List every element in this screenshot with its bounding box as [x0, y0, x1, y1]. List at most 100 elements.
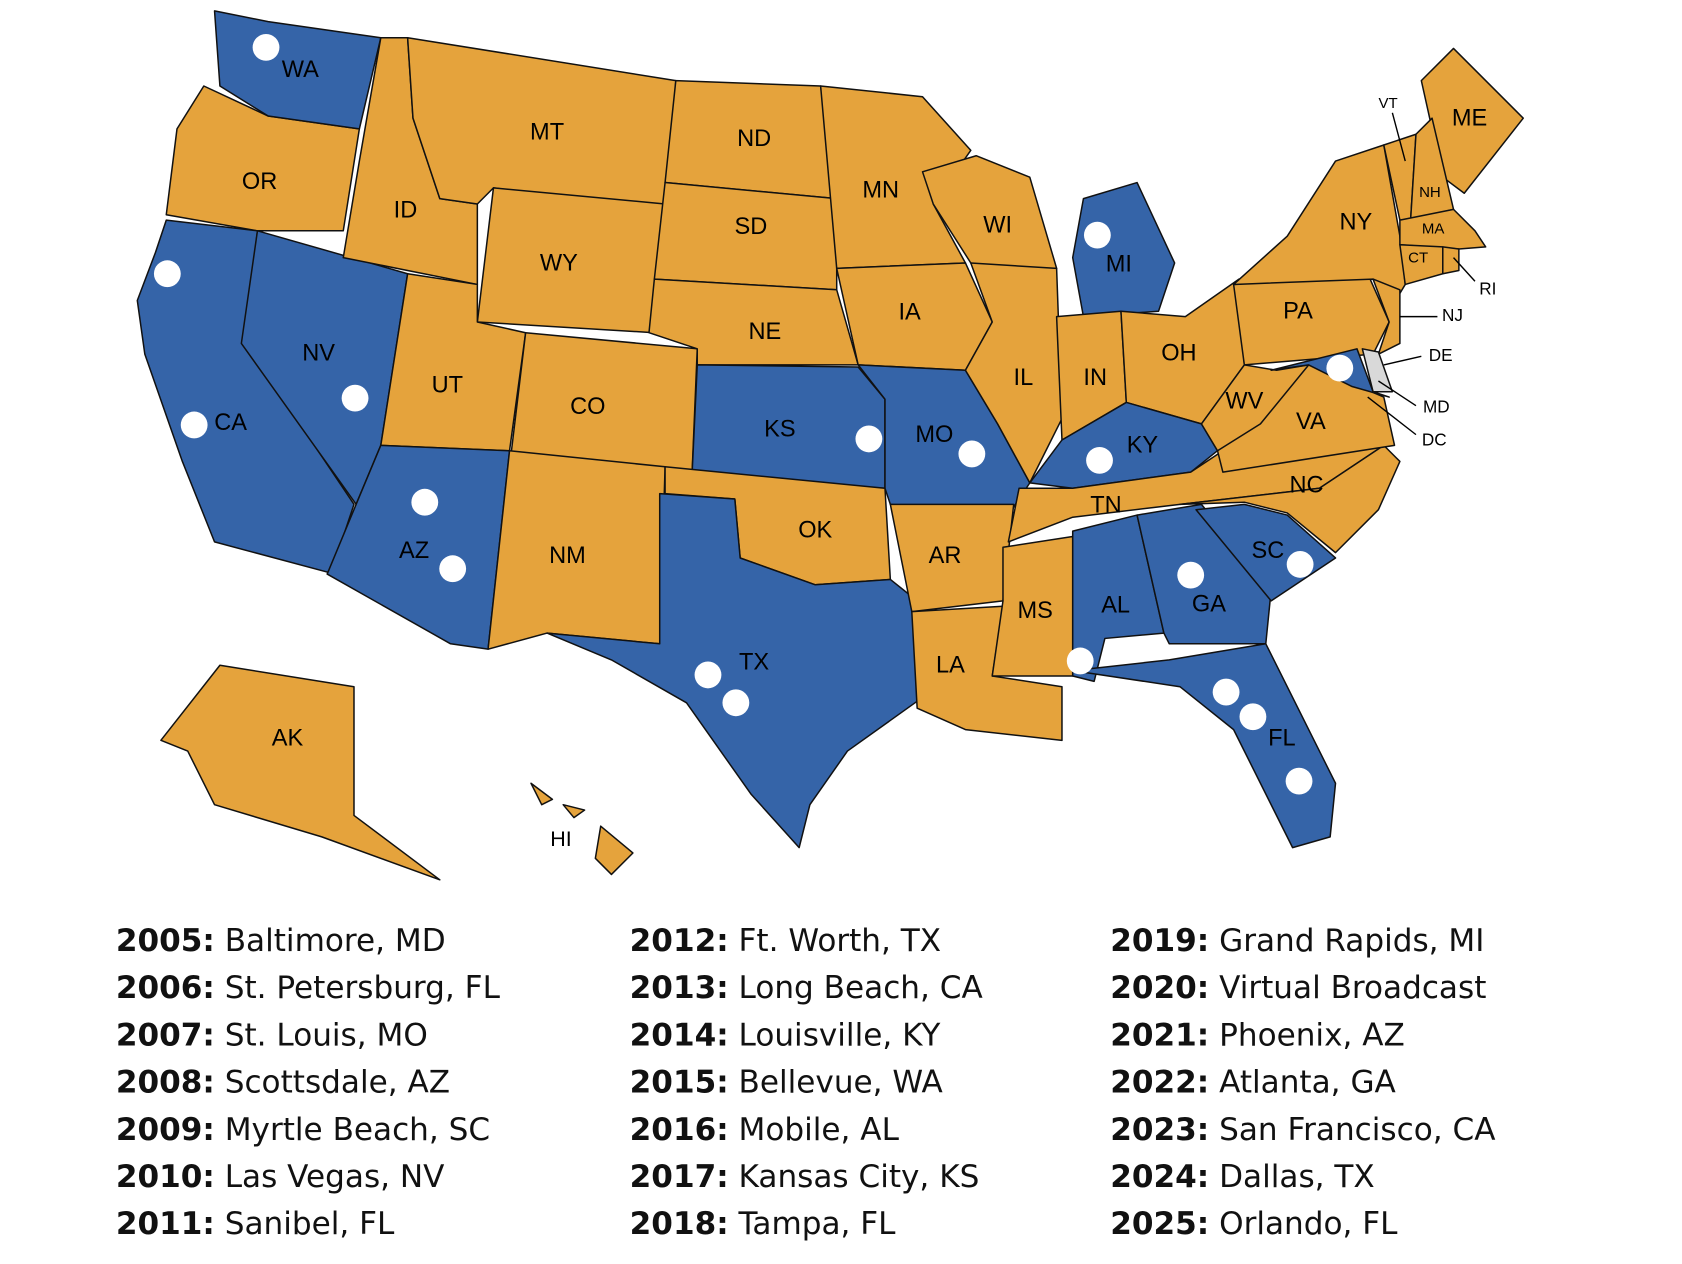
event-city: Kansas City, KS	[739, 1159, 980, 1195]
location-dot	[1212, 678, 1240, 706]
location-dot	[439, 555, 467, 583]
state-shape	[1071, 181, 1176, 318]
location-dot	[1326, 354, 1354, 382]
state-label: MN	[862, 176, 899, 202]
state-label: ME	[1452, 104, 1487, 130]
state-shape	[1442, 246, 1460, 275]
event-entry: 2009: Myrtle Beach, SC	[116, 1112, 490, 1148]
state-label: HI	[550, 827, 571, 851]
state-label: NE	[748, 318, 781, 344]
state-label: SD	[735, 213, 768, 239]
state-label: MT	[530, 118, 564, 144]
event-city: Scottsdale, AZ	[225, 1065, 450, 1101]
event-city: Bellevue, WA	[739, 1065, 944, 1101]
state-label: SC	[1252, 537, 1285, 563]
event-list: 2005: Baltimore, MD 2006: St. Petersburg,…	[116, 923, 1496, 1242]
event-year: 2007:	[116, 1017, 215, 1053]
state-labels: WA OR CA NV ID MT WY UT CO AZ NM ND SD NE KS OK TX MN IA MO…	[214, 56, 1496, 851]
event-entry: 2005: Baltimore, MD	[116, 923, 446, 959]
event-city: Myrtle Beach, SC	[225, 1112, 490, 1148]
location-dot	[1086, 446, 1113, 474]
event-city: Ft. Worth, TX	[739, 923, 942, 959]
state-label: WI	[983, 212, 1012, 238]
state-label: RI	[1479, 278, 1496, 298]
event-city: Las Vegas, NV	[225, 1159, 445, 1195]
location-dot	[1286, 551, 1314, 578]
state-shape	[546, 492, 924, 849]
event-city: Orlando, FL	[1219, 1206, 1398, 1242]
location-dot	[855, 425, 883, 453]
event-entry: 2012: Ft. Worth, TX	[630, 923, 941, 959]
event-year: 2021:	[1110, 1017, 1209, 1053]
state-label: OR	[242, 168, 277, 194]
state-label: VA	[1296, 408, 1326, 434]
event-city: Atlanta, GA	[1219, 1065, 1396, 1101]
event-year: 2018:	[630, 1206, 729, 1242]
leader-line	[1383, 355, 1422, 366]
state-shape	[964, 262, 1063, 484]
location-dot	[958, 440, 986, 468]
state-label: NM	[549, 542, 586, 568]
state-label: MA	[1422, 221, 1445, 238]
event-entry: 2025: Orlando, FL	[1110, 1206, 1398, 1242]
state-label: MS	[1017, 597, 1052, 623]
event-entry: 2014: Louisville, KY	[630, 1017, 942, 1053]
state-label: KS	[764, 416, 795, 442]
event-city: Long Beach, CA	[739, 970, 984, 1006]
state-label: DE	[1429, 345, 1453, 365]
event-city: Virtual Broadcast	[1219, 970, 1486, 1006]
state-shape	[562, 803, 586, 819]
event-entry: 2008: Scottsdale, AZ	[116, 1065, 450, 1101]
location-dot	[1083, 221, 1111, 249]
event-year: 2020:	[1110, 970, 1209, 1006]
event-year: 2016:	[630, 1112, 729, 1148]
event-year: 2024:	[1110, 1159, 1209, 1195]
leader-lines	[1367, 112, 1476, 436]
event-entry: 2011: Sanibel, FL	[116, 1206, 395, 1242]
state-label: TN	[1090, 492, 1121, 518]
event-city: San Francisco, CA	[1219, 1112, 1496, 1148]
event-entry: 2022: Atlanta, GA	[1110, 1065, 1396, 1101]
leader-line	[1367, 396, 1417, 436]
event-year: 2014:	[630, 1017, 729, 1053]
state-label: IL	[1014, 364, 1034, 390]
state-label: WY	[540, 249, 578, 275]
us-map	[136, 10, 1524, 881]
event-entry: 2015: Bellevue, WA	[630, 1065, 944, 1101]
event-year: 2013:	[630, 970, 729, 1006]
event-year: 2015:	[630, 1065, 729, 1101]
event-entry: 2017: Kansas City, KS	[630, 1159, 980, 1195]
state-label: ND	[737, 125, 771, 151]
location-dot	[153, 260, 181, 288]
event-entry: 2020: Virtual Broadcast	[1110, 970, 1486, 1006]
state-label: NC	[1290, 471, 1324, 497]
state-shape	[991, 535, 1074, 677]
leader-line	[1391, 112, 1406, 162]
event-city: Phoenix, AZ	[1219, 1017, 1405, 1053]
location-dot	[694, 661, 722, 689]
state-label: CO	[570, 393, 605, 419]
event-year: 2010:	[116, 1159, 215, 1195]
state-label: NJ	[1442, 305, 1463, 325]
event-year: 2017:	[630, 1159, 729, 1195]
location-dot	[411, 488, 439, 516]
state-shape	[1179, 444, 1401, 554]
state-label: MD	[1423, 396, 1450, 416]
location-dot	[341, 384, 369, 412]
state-shape	[1071, 643, 1337, 849]
state-label: DC	[1422, 430, 1447, 450]
event-city: Sanibel, FL	[225, 1206, 395, 1242]
event-year: 2006:	[116, 970, 215, 1006]
leader-line	[1378, 380, 1417, 407]
event-entry: 2013: Long Beach, CA	[630, 970, 984, 1006]
event-entry: 2023: San Francisco, CA	[1110, 1112, 1496, 1148]
state-label: VT	[1378, 95, 1397, 112]
state-label: IN	[1083, 364, 1107, 390]
state-label: AK	[272, 725, 304, 751]
state-label: CA	[214, 409, 247, 435]
state-label: PA	[1283, 298, 1313, 324]
event-city: Baltimore, MD	[225, 923, 446, 959]
state-label: AZ	[399, 537, 429, 563]
